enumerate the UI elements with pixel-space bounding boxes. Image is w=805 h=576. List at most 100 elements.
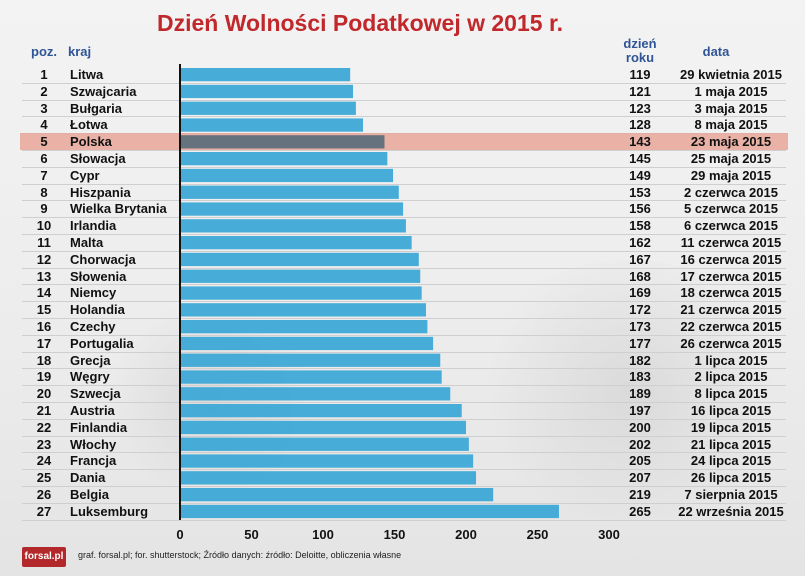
row-divider: [22, 82, 786, 84]
row-position: 6: [40, 151, 48, 166]
row-date: 11 czerwca 2015: [680, 235, 782, 250]
bar-wielka-brytania: [180, 202, 404, 216]
row-country: Holandia: [70, 302, 125, 318]
bar-szwecja: [180, 387, 451, 401]
row-country: Grecja: [70, 352, 111, 368]
bar-austria: [180, 404, 462, 418]
x-tick-label-50: 50: [244, 527, 258, 542]
bar-chorwacja: [180, 252, 419, 267]
bar-czechy: [180, 320, 428, 334]
row-date: 25 maja 2015: [690, 151, 772, 166]
bar-hiszpania: [180, 185, 399, 199]
row-date: 21 czerwca 2015: [680, 302, 782, 318]
row-day-of-year: 153: [629, 184, 651, 200]
header-country: kraj: [68, 44, 92, 59]
row-divider: [22, 116, 786, 118]
row-country: Luksemburg: [70, 503, 149, 519]
row-date: 3 maja 2015: [694, 100, 768, 116]
source-credit: graf. forsal.pl; for. shutterstock; Źród…: [78, 550, 402, 560]
row-position: 4: [40, 117, 48, 133]
row-divider: [22, 217, 786, 219]
bar-litwa: [180, 68, 351, 82]
bar-włochy: [180, 437, 469, 451]
row-day-of-year: 219: [629, 487, 651, 502]
row-divider: [22, 486, 786, 487]
row-divider: [22, 284, 786, 286]
row-position: 25: [36, 470, 52, 486]
row-divider: [22, 519, 786, 521]
bar-holandia: [180, 303, 426, 317]
row-day-of-year: 156: [629, 201, 651, 217]
row-day-of-year: 189: [629, 386, 651, 402]
row-date: 26 czerwca 2015: [680, 335, 782, 351]
row-position: 14: [36, 285, 52, 301]
row-country: Portugalia: [70, 335, 134, 351]
forsal-logo: forsal.pl: [22, 547, 66, 567]
row-day-of-year: 200: [629, 419, 651, 435]
row-position: 5: [40, 134, 48, 150]
bar-portugalia: [180, 336, 434, 351]
bar-węgry: [180, 370, 442, 384]
row-position: 21: [36, 403, 52, 418]
row-position: 20: [36, 386, 52, 402]
x-tick-label-100: 100: [312, 527, 334, 542]
row-position: 23: [36, 436, 52, 452]
x-tick-label-300: 300: [598, 527, 620, 542]
row-country: Austria: [70, 403, 115, 418]
row-position: 9: [40, 201, 48, 217]
row-date: 29 maja 2015: [690, 167, 772, 183]
row-day-of-year: 143: [629, 134, 651, 150]
row-day-of-year: 177: [629, 335, 651, 351]
row-country: Hiszpania: [70, 184, 131, 200]
row-day-of-year: 167: [629, 251, 651, 267]
row-position: 1: [40, 67, 48, 82]
bar-irlandia: [180, 219, 406, 233]
row-country: Szwajcaria: [70, 83, 137, 99]
row-country: Cypr: [70, 167, 100, 183]
bar-niemcy: [180, 286, 422, 300]
row-position: 15: [36, 302, 52, 318]
row-position: 17: [36, 335, 52, 351]
row-country: Łotwa: [70, 117, 108, 133]
row-date: 23 maja 2015: [690, 134, 772, 150]
row-day-of-year: 123: [629, 100, 651, 116]
row-divider: [22, 435, 786, 437]
row-country: Malta: [70, 235, 104, 250]
row-day-of-year: 162: [629, 235, 651, 250]
row-country: Belgia: [70, 487, 110, 502]
row-date: 7 sierpnia 2015: [684, 487, 778, 502]
row-day-of-year: 121: [629, 83, 651, 99]
x-tick-label-0: 0: [176, 527, 183, 542]
row-date: 17 czerwca 2015: [680, 268, 782, 284]
bar-szwajcaria: [180, 84, 354, 99]
row-date: 19 lipca 2015: [690, 419, 772, 435]
row-date: 18 czerwca 2015: [680, 285, 782, 301]
row-date: 6 czerwca 2015: [684, 218, 778, 234]
row-date: 29 kwietnia 2015: [680, 67, 782, 82]
row-day-of-year: 183: [629, 369, 651, 385]
row-divider: [22, 150, 786, 151]
row-day-of-year: 149: [629, 167, 651, 183]
row-position: 27: [36, 503, 52, 519]
row-divider: [22, 234, 786, 235]
row-position: 16: [36, 319, 52, 334]
row-position: 24: [36, 453, 52, 469]
row-divider: [22, 402, 786, 403]
row-divider: [22, 318, 786, 319]
chart-title: Dzień Wolności Podatkowej w 2015 r.: [156, 10, 564, 36]
row-country: Węgry: [70, 369, 110, 385]
row-date: 16 czerwca 2015: [680, 251, 782, 267]
row-divider: [22, 469, 786, 471]
row-day-of-year: 145: [629, 151, 651, 166]
bar-cypr: [180, 168, 394, 183]
row-day-of-year: 202: [629, 436, 651, 452]
row-divider: [22, 368, 786, 370]
row-divider: [22, 99, 786, 101]
row-divider: [22, 385, 786, 387]
row-date: 5 czerwca 2015: [684, 201, 778, 217]
bar-malta: [180, 236, 412, 250]
row-divider: [22, 183, 786, 185]
bar-belgia: [180, 488, 494, 502]
row-position: 12: [36, 251, 52, 267]
